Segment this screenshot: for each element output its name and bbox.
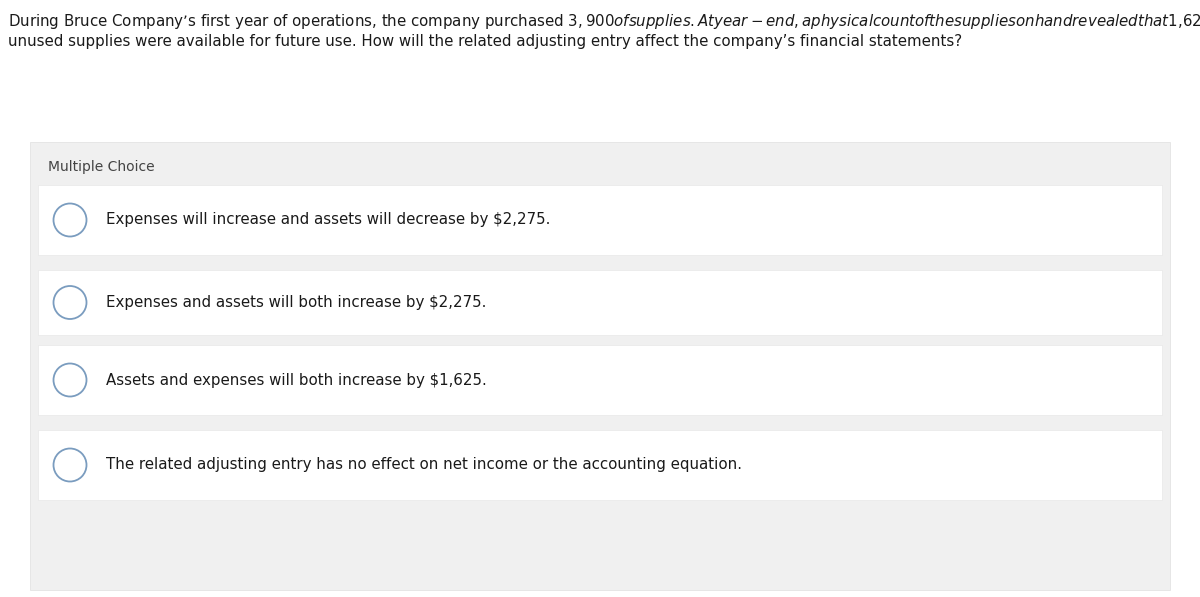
Text: During Bruce Company’s first year of operations, the company purchased $3,900 of: During Bruce Company’s first year of ope… [8, 12, 1200, 31]
FancyBboxPatch shape [38, 345, 1162, 415]
Text: Multiple Choice: Multiple Choice [48, 160, 155, 174]
Circle shape [54, 364, 86, 396]
FancyBboxPatch shape [30, 142, 1170, 590]
Circle shape [54, 286, 86, 319]
Text: Expenses will increase and assets will decrease by $2,275.: Expenses will increase and assets will d… [107, 213, 551, 227]
FancyBboxPatch shape [38, 270, 1162, 335]
Text: Expenses and assets will both increase by $2,275.: Expenses and assets will both increase b… [107, 295, 487, 310]
Text: unused supplies were available for future use. How will the related adjusting en: unused supplies were available for futur… [8, 34, 962, 49]
Circle shape [54, 204, 86, 236]
FancyBboxPatch shape [38, 185, 1162, 255]
Circle shape [54, 448, 86, 482]
Text: Assets and expenses will both increase by $1,625.: Assets and expenses will both increase b… [107, 373, 487, 387]
FancyBboxPatch shape [38, 430, 1162, 500]
Text: The related adjusting entry has no effect on net income or the accounting equati: The related adjusting entry has no effec… [107, 457, 743, 472]
